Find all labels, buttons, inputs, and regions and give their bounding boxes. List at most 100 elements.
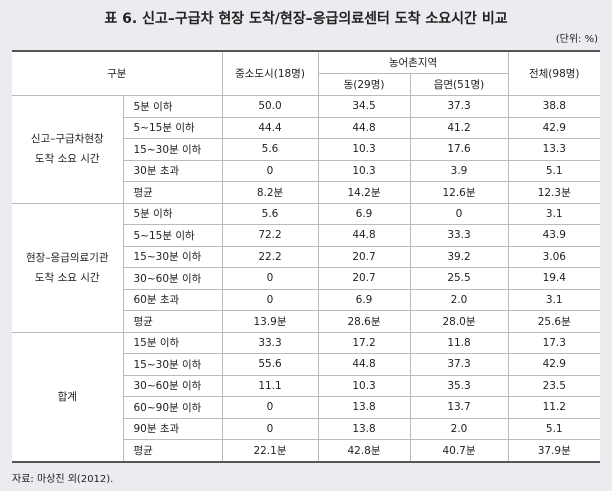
row-label: 5~15분 이하 (122, 224, 223, 247)
table-row: 60분 초과 0 6.9 2.0 3.1 (12, 288, 601, 311)
value-cell: 50.0 (221, 95, 319, 118)
value-cell: 0 (221, 267, 319, 290)
value-cell: 2.0 (409, 417, 509, 440)
value-cell: 22.2 (221, 245, 319, 268)
group-label-line: 도착 소요 시간 (34, 153, 100, 166)
value-cell: 41.2 (409, 116, 509, 139)
table-row: 평균 8.2분 14.2분 12.6분 12.3분 (12, 181, 601, 204)
header-cell: 읍면(51명) (409, 73, 509, 96)
value-cell: 11.2 (507, 396, 601, 419)
row-label: 15~30분 이하 (122, 138, 223, 161)
group-label-line: 현장–응급의료기관 (25, 251, 109, 264)
value-cell: 44.8 (317, 116, 411, 139)
value-cell: 3.06 (507, 245, 601, 268)
row-label: 30분 초과 (122, 159, 223, 182)
row-label: 15~30분 이하 (122, 245, 223, 268)
value-cell: 20.7 (317, 245, 411, 268)
table-row: 신고–구급차현장 도착 소요 시간 5분 이하 50.0 34.5 37.3 38.8 (12, 95, 601, 204)
value-cell: 42.8분 (317, 439, 411, 462)
data-table: 구분 중소도시(18명) 농어촌지역 전체(98명) 동(29명) 읍면(51명… (12, 50, 601, 463)
row-label: 평균 (122, 439, 223, 462)
value-cell: 10.3 (317, 138, 411, 161)
table-row: 90분 초과 0 13.8 2.0 5.1 (12, 417, 601, 440)
value-cell: 35.3 (409, 374, 509, 397)
row-label: 5분 이하 (122, 202, 223, 225)
value-cell: 3.9 (409, 159, 509, 182)
value-cell: 0 (221, 396, 319, 419)
unit-note: (단위: %) (555, 34, 598, 45)
value-cell: 13.8 (317, 417, 411, 440)
value-cell: 3.1 (507, 202, 601, 225)
group-label-line: 도착 소요 시간 (34, 271, 100, 284)
value-cell: 17.2 (317, 331, 411, 354)
value-cell: 6.9 (317, 202, 411, 225)
value-cell: 10.3 (317, 159, 411, 182)
value-cell: 25.6분 (507, 310, 601, 333)
header-cell: 농어촌지역 (317, 50, 509, 74)
table-row: 합계 15분 이하 33.3 17.2 11.8 17.3 (12, 331, 601, 462)
table-header: 구분 중소도시(18명) 농어촌지역 전체(98명) 동(29명) 읍면(51명… (12, 50, 601, 96)
value-cell: 12.6분 (409, 181, 509, 204)
value-cell: 5.1 (507, 159, 601, 182)
table-row: 현장–응급의료기관 도착 소요 시간 5분 이하 5.6 6.9 0 3.1 (12, 202, 601, 333)
value-cell: 25.5 (409, 267, 509, 290)
value-cell: 0 (409, 202, 509, 225)
row-label: 5분 이하 (122, 95, 223, 118)
value-cell: 40.7분 (409, 439, 509, 462)
value-cell: 13.9분 (221, 310, 319, 333)
row-label: 평균 (122, 310, 223, 333)
value-cell: 12.3분 (507, 181, 601, 204)
value-cell: 5.6 (221, 138, 319, 161)
value-cell: 14.2분 (317, 181, 411, 204)
source-note: 자료: 마상진 외(2012). (12, 474, 114, 485)
value-cell: 19.4 (507, 267, 601, 290)
value-cell: 11.1 (221, 374, 319, 397)
value-cell: 0 (221, 288, 319, 311)
row-label: 90분 초과 (122, 417, 223, 440)
header-cell: 동(29명) (317, 73, 411, 96)
group-label-line: 합계 (57, 390, 77, 403)
header-cell: 구분 (12, 50, 223, 96)
row-label: 60~90분 이하 (122, 396, 223, 419)
table-title: 표 6. 신고–구급차 현장 도착/현장–응급의료센터 도착 소요시간 비교 (104, 11, 508, 27)
group-label-line: 신고–구급차현장 (30, 133, 104, 146)
value-cell: 5.6 (221, 202, 319, 225)
row-label: 30~60분 이하 (122, 267, 223, 290)
value-cell: 3.1 (507, 288, 601, 311)
value-cell: 13.3 (507, 138, 601, 161)
value-cell: 37.3 (409, 353, 509, 376)
value-cell: 38.8 (507, 95, 601, 118)
value-cell: 10.3 (317, 374, 411, 397)
table-row: 60~90분 이하 0 13.8 13.7 11.2 (12, 396, 601, 419)
value-cell: 28.0분 (409, 310, 509, 333)
value-cell: 37.9분 (507, 439, 601, 462)
value-cell: 39.2 (409, 245, 509, 268)
group-label: 합계 (12, 331, 124, 462)
value-cell: 43.9 (507, 224, 601, 247)
row-label: 5~15분 이하 (122, 116, 223, 139)
value-cell: 13.8 (317, 396, 411, 419)
value-cell: 17.6 (409, 138, 509, 161)
table-body: 신고–구급차현장 도착 소요 시간 5분 이하 50.0 34.5 37.3 38.8 5~1… (12, 95, 601, 462)
value-cell: 72.2 (221, 224, 319, 247)
value-cell: 44.8 (317, 224, 411, 247)
value-cell: 0 (221, 417, 319, 440)
table-row: 평균 22.1분 42.8분 40.7분 37.9분 (12, 439, 601, 462)
value-cell: 44.4 (221, 116, 319, 139)
table-row: 평균 13.9분 28.6분 28.0분 25.6분 (12, 310, 601, 333)
value-cell: 22.1분 (221, 439, 319, 462)
value-cell: 33.3 (409, 224, 509, 247)
row-label: 15분 이하 (122, 331, 223, 354)
value-cell: 42.9 (507, 116, 601, 139)
value-cell: 2.0 (409, 288, 509, 311)
value-cell: 34.5 (317, 95, 411, 118)
value-cell: 55.6 (221, 353, 319, 376)
value-cell: 5.1 (507, 417, 601, 440)
value-cell: 37.3 (409, 95, 509, 118)
header-cell: 전체(98명) (507, 50, 601, 96)
value-cell: 8.2분 (221, 181, 319, 204)
value-cell: 20.7 (317, 267, 411, 290)
